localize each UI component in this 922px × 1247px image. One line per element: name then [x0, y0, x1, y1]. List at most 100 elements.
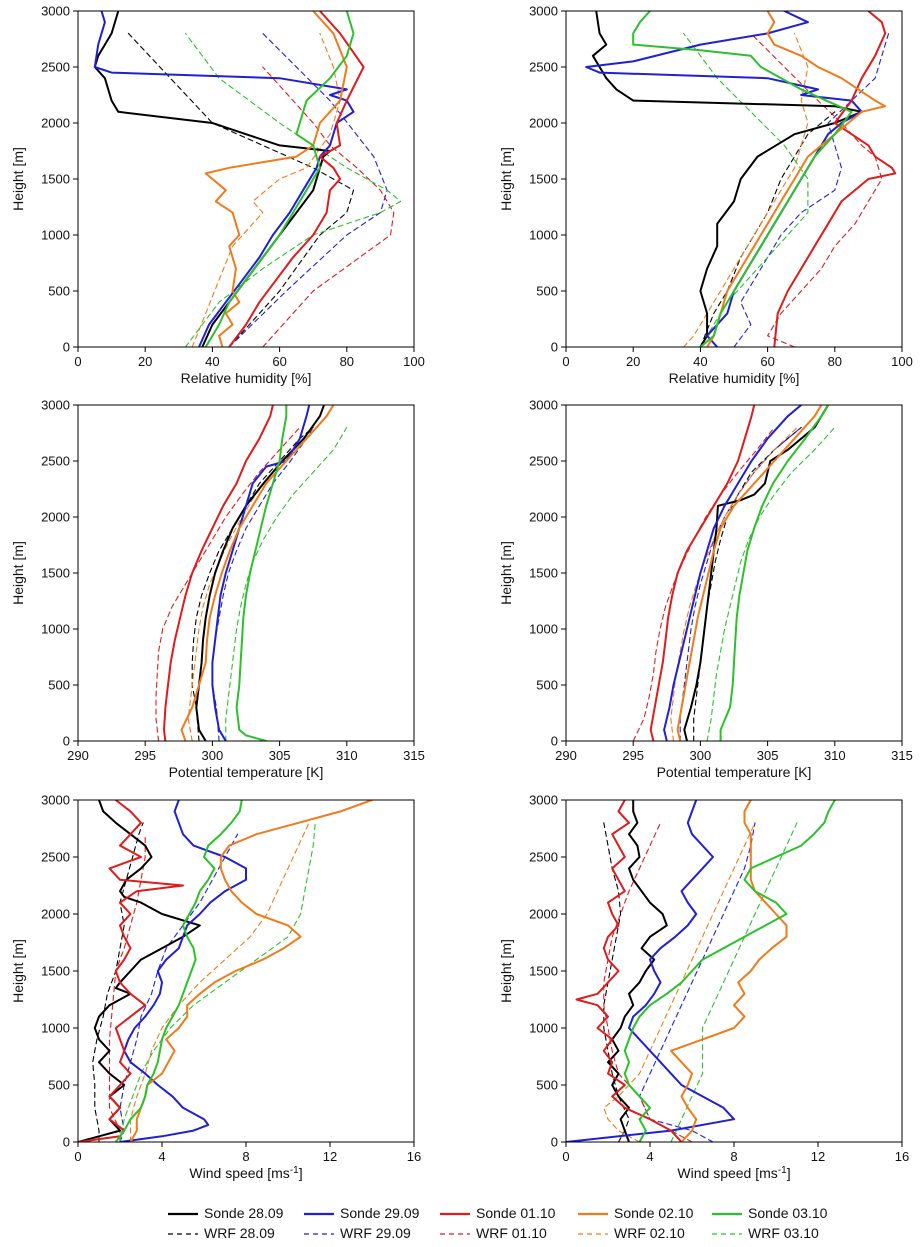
chart-panel-theta_left: 290 295 300 305 310 315 0 500 1000 1500 2000 2500 30… — [10, 398, 425, 781]
x-tick-label: 100 — [891, 354, 913, 369]
y-tick-label: 1000 — [41, 622, 70, 637]
legend-item-sonde_2809: Sonde 28.09 — [168, 1205, 284, 1221]
y-tick-label: 2000 — [529, 907, 558, 922]
x-tick-label: 100 — [403, 354, 425, 369]
chart-panel-rh_right: 0 20 40 60 80 100050010001500200025003000Rela… — [498, 4, 913, 387]
x-tick-label: 40 — [693, 354, 707, 369]
y-tick-label: 0 — [63, 1135, 70, 1150]
y-tick-label: 1000 — [529, 1021, 558, 1036]
y-tick-label: 3000 — [529, 793, 558, 808]
y-tick-label: 500 — [48, 678, 70, 693]
series-line-sonde_0210 — [180, 405, 335, 741]
x-tick-label: 20 — [626, 354, 640, 369]
y-tick-label: 1500 — [41, 566, 70, 581]
series-line-wrf_0110 — [262, 66, 395, 347]
series-line-wrf_0110 — [155, 426, 301, 741]
series-line-sonde_0110 — [575, 800, 683, 1142]
x-tick-label: 300 — [690, 748, 712, 763]
legend-label: WRF 29.09 — [340, 1225, 411, 1241]
chart-panel-theta_right: 290 295 300 305 310 315 0 500 1000 1500 2000 2500 30… — [498, 398, 913, 781]
x-tick-label: 310 — [336, 748, 358, 763]
x-tick-label: 40 — [205, 354, 219, 369]
series-line-sonde_0110 — [649, 405, 756, 741]
y-axis-label: Height [m] — [498, 939, 514, 1003]
x-axis-label: Potential temperature [K] — [169, 764, 324, 780]
series-line-sonde_2809 — [683, 405, 830, 741]
y-tick-label: 0 — [551, 1135, 558, 1150]
series-group — [93, 11, 402, 347]
y-tick-label: 1500 — [529, 172, 558, 187]
x-tick-label: 290 — [67, 748, 89, 763]
x-tick-label: 20 — [138, 354, 152, 369]
series-line-wrf_2809 — [92, 822, 144, 1142]
series-line-wrf_0310 — [225, 426, 348, 741]
legend-item-sonde_0310: Sonde 03.10 — [712, 1205, 828, 1221]
x-axis-label: Wind speed [ms-1] — [677, 1165, 790, 1182]
series-line-wrf_0210 — [129, 822, 310, 1142]
series-line-wrf_0110 — [108, 833, 146, 1142]
series-line-sonde_0310 — [204, 11, 355, 347]
x-tick-label: 0 — [562, 1149, 569, 1164]
series-group — [585, 11, 897, 347]
legend-label: Sonde 02.10 — [614, 1205, 694, 1221]
series-line-wrf_2909 — [679, 426, 802, 741]
y-tick-label: 3000 — [41, 793, 70, 808]
x-tick-label: 295 — [622, 748, 644, 763]
y-tick-label: 0 — [63, 340, 70, 355]
series-group — [632, 405, 836, 741]
y-axis-label: Height [m] — [10, 541, 26, 605]
y-tick-label: 2500 — [41, 454, 70, 469]
y-tick-label: 3000 — [41, 4, 70, 19]
y-tick-label: 3000 — [529, 4, 558, 19]
y-tick-label: 1000 — [41, 1021, 70, 1036]
y-axis-label: Height [m] — [498, 147, 514, 211]
series-line-wrf_0210 — [683, 32, 809, 347]
series-line-wrf_0110 — [603, 822, 693, 1142]
legend-item-wrf_0110: WRF 01.10 — [440, 1225, 547, 1241]
legend-label: Sonde 01.10 — [476, 1205, 556, 1221]
series-line-sonde_2909 — [119, 800, 247, 1142]
x-tick-label: 295 — [134, 748, 156, 763]
series-line-wrf_0210 — [603, 822, 756, 1142]
chart-panel-rh_left: 0 20 40 60 80 100050010001500200025003000Rela… — [10, 4, 425, 387]
y-tick-label: 1000 — [529, 228, 558, 243]
x-tick-label: 0 — [562, 354, 569, 369]
legend-item-wrf_2909: WRF 29.09 — [304, 1225, 411, 1241]
series-line-wrf_0310 — [706, 426, 836, 741]
series-line-sonde_0210 — [204, 11, 348, 347]
series-line-wrf_0110 — [750, 32, 883, 347]
x-tick-label: 16 — [895, 1149, 909, 1164]
y-tick-label: 2500 — [529, 454, 558, 469]
series-line-sonde_0210 — [676, 405, 823, 741]
y-tick-label: 2000 — [529, 116, 558, 131]
series-line-sonde_0110 — [163, 405, 274, 741]
y-tick-label: 500 — [536, 1078, 558, 1093]
x-tick-label: 8 — [730, 1149, 737, 1164]
series-line-sonde_2909 — [663, 405, 803, 741]
legend-label: WRF 28.09 — [204, 1225, 275, 1241]
series-group — [155, 405, 348, 741]
series-line-sonde_0210 — [706, 11, 887, 347]
series-line-sonde_0110 — [773, 11, 897, 347]
series-line-sonde_0310 — [235, 405, 288, 741]
series-line-wrf_0210 — [187, 426, 314, 741]
x-tick-label: 16 — [407, 1149, 421, 1164]
y-axis-label: Height [m] — [10, 147, 26, 211]
y-tick-label: 2500 — [41, 60, 70, 75]
plot-frame — [77, 10, 415, 348]
x-tick-label: 80 — [340, 354, 354, 369]
series-line-wrf_0310 — [184, 32, 402, 347]
x-tick-label: 0 — [74, 354, 81, 369]
x-tick-label: 60 — [760, 354, 774, 369]
x-tick-label: 8 — [242, 1149, 249, 1164]
y-tick-label: 1000 — [41, 228, 70, 243]
legend-item-sonde_0110: Sonde 01.10 — [440, 1205, 556, 1221]
legend-item-wrf_2809: WRF 28.09 — [168, 1225, 275, 1241]
y-tick-label: 2500 — [529, 850, 558, 865]
series-line-sonde_2809 — [195, 405, 325, 741]
series-line-sonde_2809 — [607, 800, 668, 1142]
series-line-wrf_0210 — [191, 32, 341, 347]
series-line-wrf_2809 — [191, 426, 314, 741]
x-axis-label: Wind speed [ms-1] — [189, 1165, 302, 1182]
